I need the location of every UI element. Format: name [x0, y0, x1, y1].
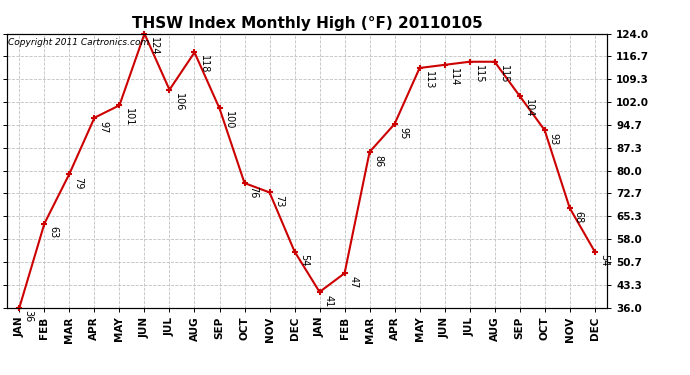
Title: THSW Index Monthly High (°F) 20110105: THSW Index Monthly High (°F) 20110105: [132, 16, 482, 31]
Text: 97: 97: [99, 120, 108, 133]
Text: 115: 115: [474, 64, 484, 83]
Text: 76: 76: [248, 186, 259, 198]
Text: 113: 113: [424, 71, 434, 89]
Text: 36: 36: [23, 310, 34, 322]
Text: 114: 114: [448, 68, 459, 86]
Text: 54: 54: [599, 254, 609, 267]
Text: 95: 95: [399, 127, 408, 139]
Text: 104: 104: [524, 99, 534, 117]
Text: 101: 101: [124, 108, 134, 126]
Text: 68: 68: [574, 211, 584, 223]
Text: 115: 115: [499, 64, 509, 83]
Text: 79: 79: [74, 177, 83, 189]
Text: 100: 100: [224, 111, 234, 129]
Text: 106: 106: [174, 93, 184, 111]
Text: 86: 86: [374, 155, 384, 167]
Text: 118: 118: [199, 55, 208, 74]
Text: 93: 93: [549, 133, 559, 145]
Text: 124: 124: [148, 36, 159, 55]
Text: 73: 73: [274, 195, 284, 207]
Text: 47: 47: [348, 276, 359, 288]
Text: 54: 54: [299, 254, 308, 267]
Text: 41: 41: [324, 295, 334, 307]
Text: Copyright 2011 Cartronics.com: Copyright 2011 Cartronics.com: [8, 38, 149, 47]
Text: 63: 63: [48, 226, 59, 238]
